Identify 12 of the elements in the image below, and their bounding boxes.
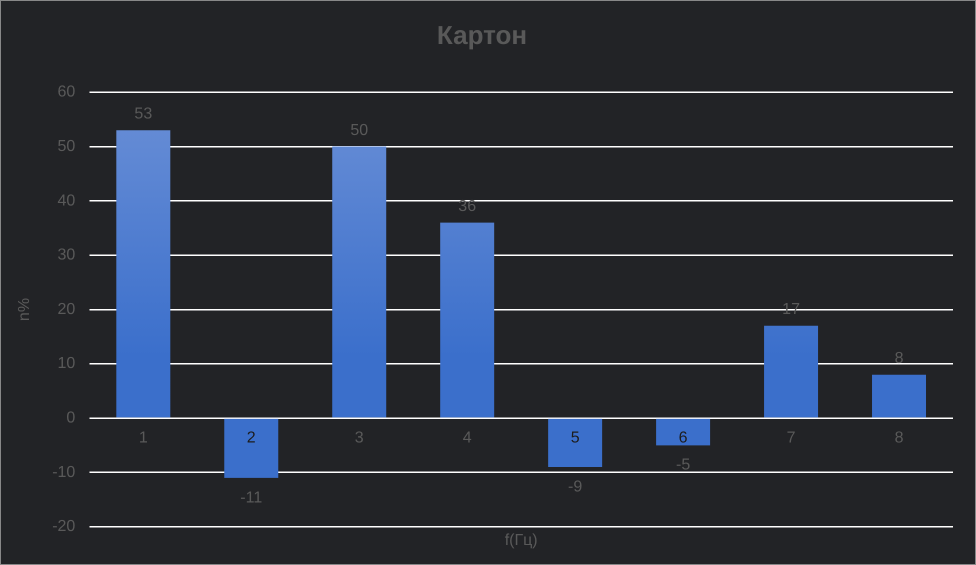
x-tick-label: 5 xyxy=(570,430,580,447)
bar xyxy=(332,146,386,418)
bar xyxy=(872,374,926,418)
bar xyxy=(224,418,278,478)
x-tick-label: 6 xyxy=(678,430,688,447)
bar xyxy=(116,130,170,418)
bar xyxy=(764,326,818,418)
bar xyxy=(656,418,710,446)
x-tick-label: 2 xyxy=(246,430,256,447)
bar xyxy=(440,222,494,418)
data-label: 36 xyxy=(458,198,476,215)
bar xyxy=(548,418,602,468)
